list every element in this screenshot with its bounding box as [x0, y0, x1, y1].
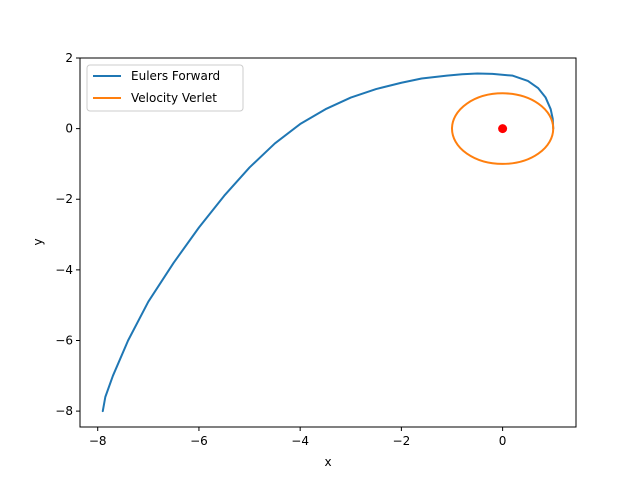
y-axis-ticks: 2 0 −2 −4 −6 −8 — [55, 51, 80, 418]
y-tick-label: −2 — [55, 192, 73, 206]
y-axis-label: y — [31, 238, 45, 245]
y-tick-label: 2 — [65, 51, 73, 65]
y-tick-label: −4 — [55, 263, 73, 277]
x-axis-ticks: −8 −6 −4 −2 0 — [89, 427, 507, 448]
legend-label-eulers-forward: Eulers Forward — [131, 69, 220, 83]
series-layer — [101, 72, 555, 413]
center-point — [498, 124, 508, 134]
y-tick-label: 0 — [65, 122, 73, 136]
point-layer — [498, 124, 508, 134]
legend: Eulers Forward Velocity Verlet — [86, 64, 244, 112]
x-tick-label: −6 — [190, 434, 208, 448]
y-tick-label: −8 — [55, 404, 73, 418]
y-tick-label: −6 — [55, 333, 73, 347]
series-velocity-verlet — [451, 92, 555, 165]
x-tick-label: 0 — [499, 434, 507, 448]
x-tick-label: −8 — [89, 434, 107, 448]
series-eulers-forward — [101, 72, 555, 413]
legend-box — [86, 64, 244, 112]
plot-area — [80, 58, 576, 427]
x-tick-label: −2 — [393, 434, 411, 448]
x-axis-label: x — [324, 455, 331, 469]
x-tick-label: −4 — [291, 434, 309, 448]
legend-label-velocity-verlet: Velocity Verlet — [131, 91, 217, 105]
plot-frame — [79, 57, 577, 428]
